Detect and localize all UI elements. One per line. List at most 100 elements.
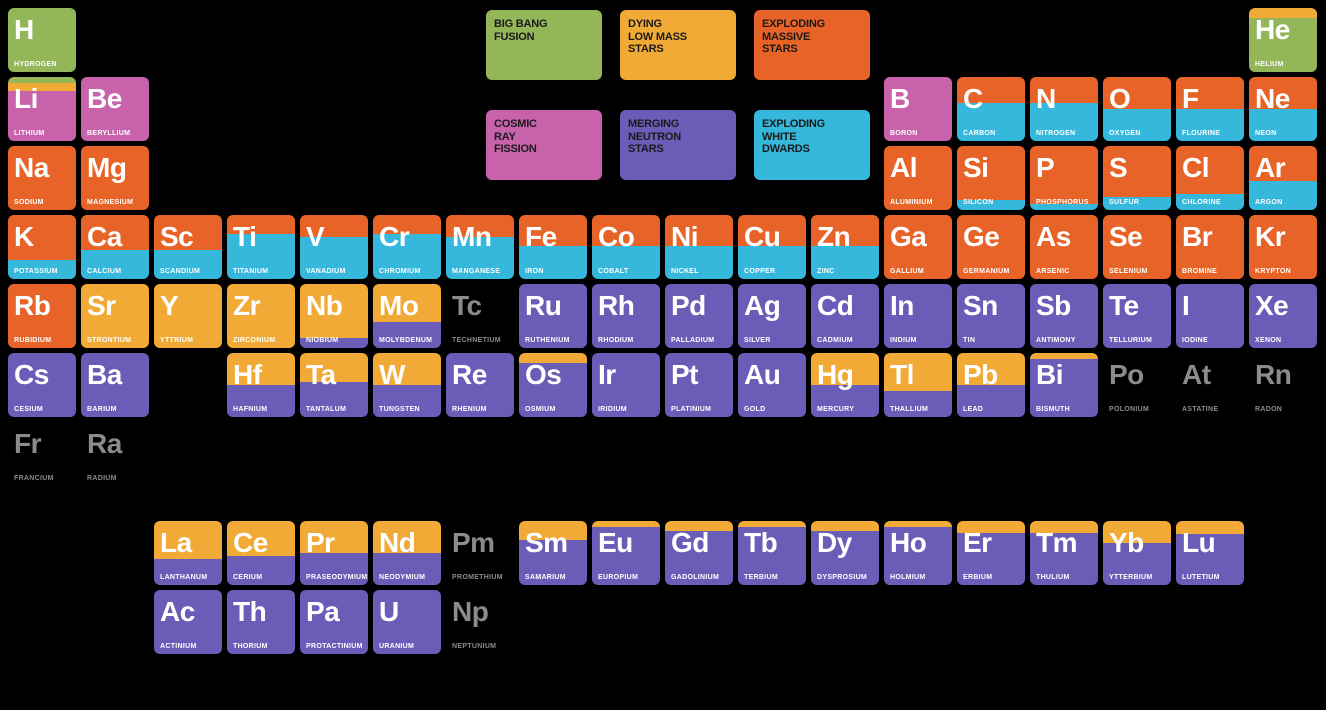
- element-symbol: Ge: [963, 223, 999, 251]
- element-symbol: Po: [1109, 361, 1144, 389]
- element-name: PROMETHIUM: [452, 574, 503, 581]
- element-symbol: Pd: [671, 292, 706, 320]
- element-b: BBORON: [884, 77, 952, 141]
- element-name: NITROGEN: [1036, 130, 1075, 137]
- element-symbol: Al: [890, 154, 917, 182]
- element-sr: SrSTRONTIUM: [81, 284, 149, 348]
- element-symbol: Sb: [1036, 292, 1071, 320]
- element-name: NICKEL: [671, 268, 699, 275]
- element-la: La LANTHANUM: [154, 521, 222, 585]
- element-name: BISMUTH: [1036, 406, 1070, 413]
- element-symbol: Hg: [817, 361, 853, 389]
- element-be: BeBERYLLIUM: [81, 77, 149, 141]
- element-symbol: H: [14, 16, 34, 44]
- legend-merging_neutron: MERGING NEUTRON STARS: [620, 110, 736, 180]
- element-sc: ScSCANDIUM: [154, 215, 222, 279]
- element-name: SAMARIUM: [525, 574, 566, 581]
- element-name: TANTALUM: [306, 406, 346, 413]
- element-ge: Ge GERMANIUM: [957, 215, 1025, 279]
- element-yb: YbYTTERBIUM: [1103, 521, 1171, 585]
- legend-big_bang: BIG BANG FUSION: [486, 10, 602, 80]
- element-pm: Pm PROMETHIUM: [446, 521, 514, 585]
- element-re: ReRHENIUM: [446, 353, 514, 417]
- element-sm: Sm SAMARIUM: [519, 521, 587, 585]
- element-name: YTTERBIUM: [1109, 574, 1153, 581]
- element-name: PRASEODYMIUM: [306, 574, 368, 581]
- element-symbol: Cr: [379, 223, 409, 251]
- element-symbol: I: [1182, 292, 1189, 320]
- element-symbol: Rb: [14, 292, 50, 320]
- element-symbol: Ir: [598, 361, 616, 389]
- element-cs: CsCESIUM: [8, 353, 76, 417]
- element-symbol: As: [1036, 223, 1071, 251]
- element-name: LANTHANUM: [160, 574, 207, 581]
- element-name: CALCIUM: [87, 268, 121, 275]
- element-os: OsOSMIUM: [519, 353, 587, 417]
- legend-label: EXPLODING WHITE DWARDS: [762, 118, 864, 156]
- element-pb: PbLEAD: [957, 353, 1025, 417]
- element-symbol: Fr: [14, 430, 41, 458]
- element-name: IODINE: [1182, 337, 1208, 344]
- element-tm: TmTHULIUM: [1030, 521, 1098, 585]
- legend-dying_low_mass: DYING LOW MASS STARS: [620, 10, 736, 80]
- element-name: FLOURINE: [1182, 130, 1220, 137]
- element-name: PHOSPHORUS: [1036, 199, 1089, 206]
- element-symbol: Sm: [525, 529, 568, 557]
- element-name: CHROMIUM: [379, 268, 421, 275]
- element-name: INDIUM: [890, 337, 917, 344]
- element-name: NEON: [1255, 130, 1276, 137]
- element-symbol: In: [890, 292, 914, 320]
- element-name: SODIUM: [14, 199, 44, 206]
- origin-layer-merging_neutron: [154, 559, 222, 585]
- element-symbol: Pm: [452, 529, 495, 557]
- element-ag: AgSILVER: [738, 284, 806, 348]
- element-name: CADMIUM: [817, 337, 853, 344]
- element-symbol: Ho: [890, 529, 926, 557]
- element-name: GOLD: [744, 406, 765, 413]
- element-symbol: Tl: [890, 361, 914, 389]
- element-symbol: Se: [1109, 223, 1142, 251]
- element-name: POLONIUM: [1109, 406, 1149, 413]
- element-name: PROTACTINIUM: [306, 643, 363, 650]
- element-si: SiSILICON: [957, 146, 1025, 210]
- element-eu: EuEUROPIUM: [592, 521, 660, 585]
- element-name: THALLIUM: [890, 406, 928, 413]
- element-name: BERYLLIUM: [87, 130, 130, 137]
- element-name: HELIUM: [1255, 61, 1284, 68]
- element-symbol: Ar: [1255, 154, 1285, 182]
- element-i: I IODINE: [1176, 284, 1244, 348]
- element-pt: PtPLATINIUM: [665, 353, 733, 417]
- element-n: N NITROGEN: [1030, 77, 1098, 141]
- element-symbol: Sr: [87, 292, 116, 320]
- element-name: TECHNETIUM: [452, 337, 501, 344]
- element-symbol: Sn: [963, 292, 998, 320]
- legend-exploding_white: EXPLODING WHITE DWARDS: [754, 110, 870, 180]
- element-tb: TbTERBIUM: [738, 521, 806, 585]
- element-hf: HfHAFNIUM: [227, 353, 295, 417]
- element-nb: NbNIOBIUM: [300, 284, 368, 348]
- element-np: NpNEPTUNIUM: [446, 590, 514, 654]
- element-na: NaSODIUM: [8, 146, 76, 210]
- element-name: RUBIDIUM: [14, 337, 51, 344]
- legend-label: EXPLODING MASSIVE STARS: [762, 18, 864, 56]
- element-br: BrBROMINE: [1176, 215, 1244, 279]
- element-name: YTTRIUM: [160, 337, 193, 344]
- element-symbol: La: [160, 529, 192, 557]
- element-symbol: Ti: [233, 223, 256, 251]
- element-zn: ZnZINC: [811, 215, 879, 279]
- element-in: In INDIUM: [884, 284, 952, 348]
- element-name: LEAD: [963, 406, 983, 413]
- element-name: BROMINE: [1182, 268, 1217, 275]
- element-name: ZIRCONIUM: [233, 337, 275, 344]
- element-o: OOXYGEN: [1103, 77, 1171, 141]
- element-symbol: N: [1036, 85, 1056, 113]
- element-mo: MoMOLYBDENUM: [373, 284, 441, 348]
- element-u: UURANIUM: [373, 590, 441, 654]
- element-name: ALUMINIUM: [890, 199, 933, 206]
- element-symbol: Dy: [817, 529, 852, 557]
- element-symbol: Ta: [306, 361, 336, 389]
- element-name: GERMANIUM: [963, 268, 1010, 275]
- element-symbol: Er: [963, 529, 992, 557]
- element-symbol: Tm: [1036, 529, 1077, 557]
- element-name: MANGANESE: [452, 268, 500, 275]
